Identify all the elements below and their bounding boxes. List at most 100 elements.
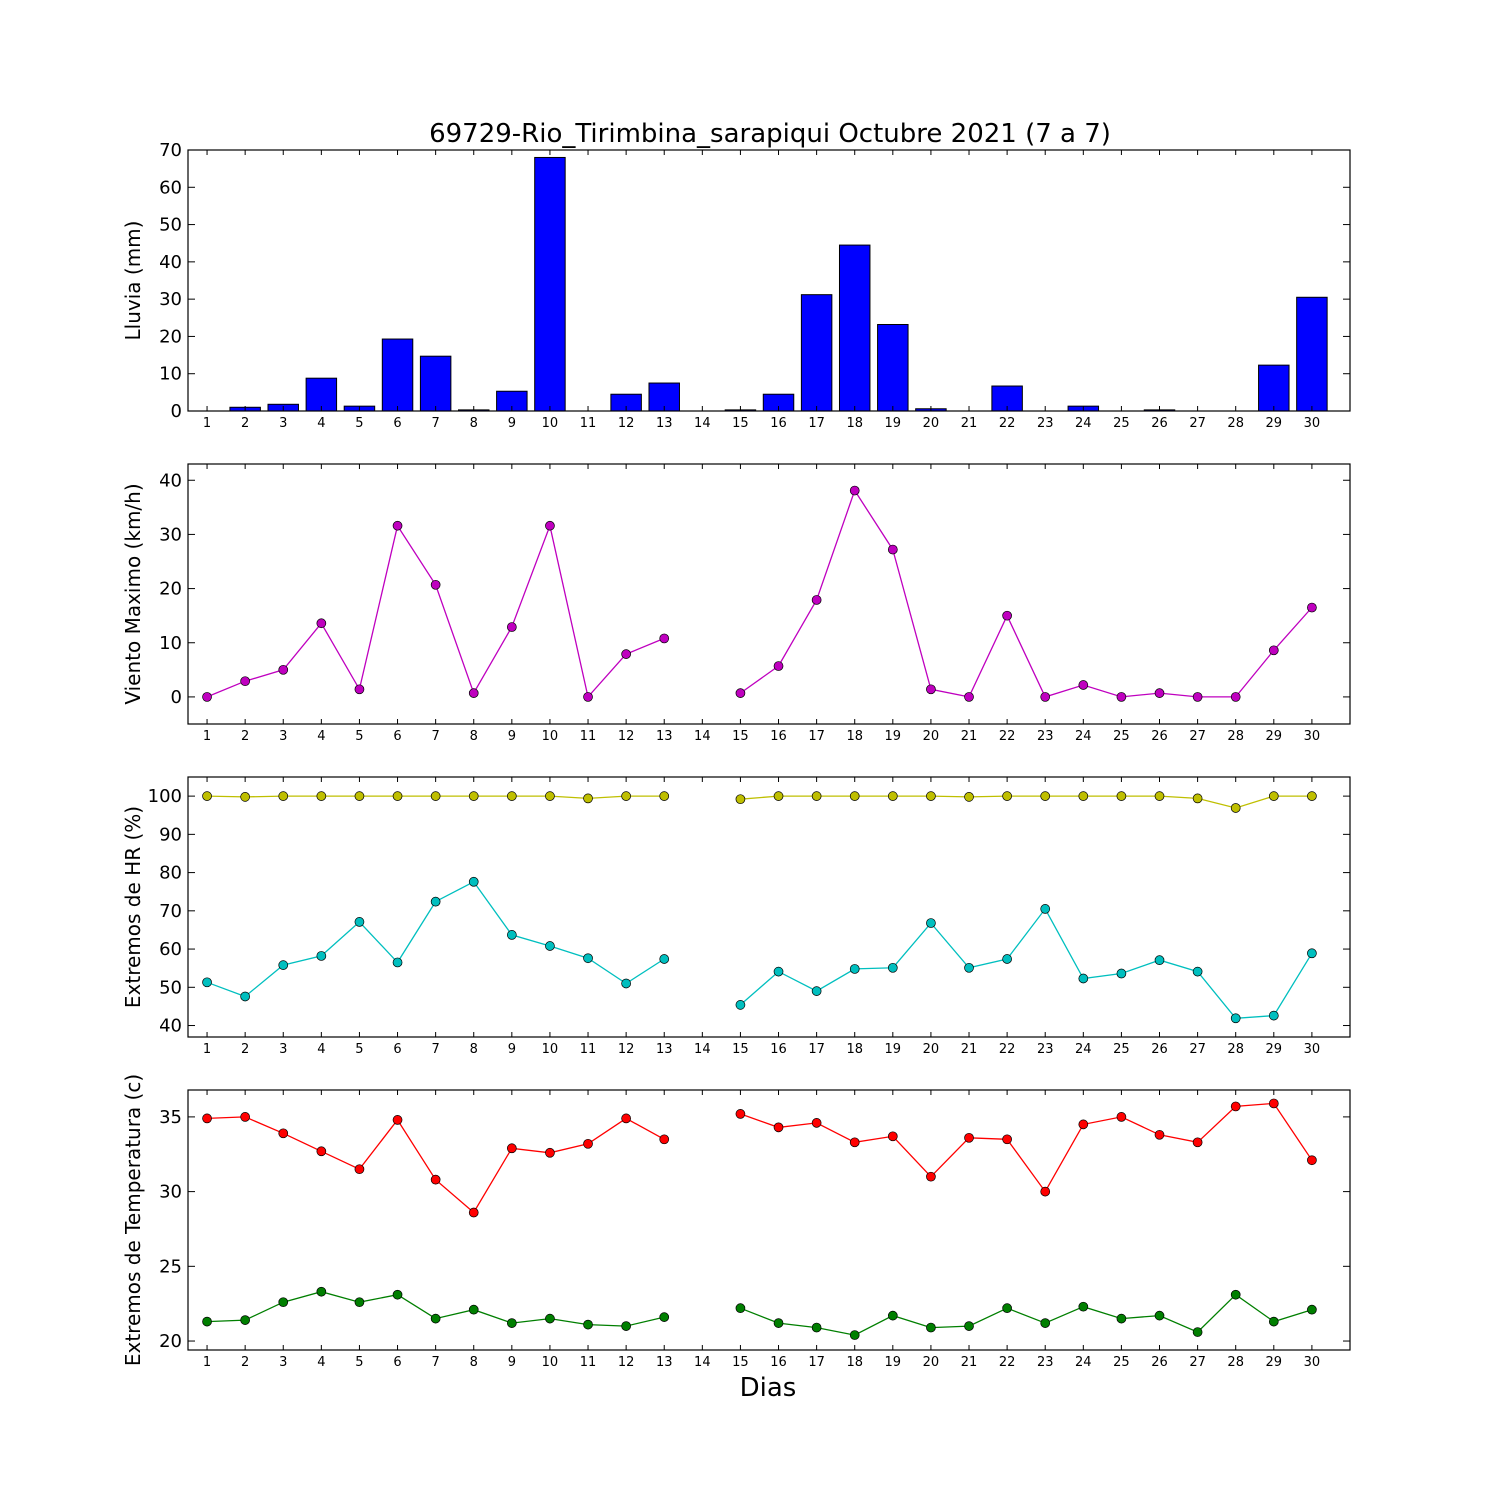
- series-1-point-day-19: [887, 544, 898, 555]
- x-tick-label: 3: [279, 1042, 287, 1057]
- x-tick-label: 20: [923, 1355, 940, 1370]
- y-tick-label: 90: [159, 824, 182, 845]
- x-tick-label: 12: [618, 1042, 635, 1057]
- series-1-point-day-3: [278, 664, 289, 675]
- series-1-point-day-15: [735, 794, 746, 805]
- series-2-point-day-8: [468, 876, 479, 887]
- series-2-point-day-21: [964, 962, 974, 973]
- series-2-point-day-1: [202, 977, 212, 988]
- x-tick-label: 8: [470, 729, 478, 744]
- series-1-point-day-13: [659, 633, 670, 644]
- x-tick-label: 9: [508, 1355, 516, 1370]
- series-1-point-day-21: [964, 792, 974, 802]
- series-1-point-day-2: [240, 792, 250, 802]
- x-tick-label: 16: [770, 729, 787, 744]
- series-1-point-day-17: [811, 595, 822, 605]
- x-tick-label: 8: [470, 1355, 478, 1370]
- series-1-point-day-4: [316, 791, 327, 801]
- y-tick-label: 10: [159, 633, 182, 654]
- x-tick-label: 4: [317, 416, 325, 431]
- x-tick-label: 26: [1151, 1042, 1168, 1057]
- y-tick-label: 30: [159, 524, 182, 545]
- series-1-point-day-15: [735, 1109, 746, 1119]
- x-tick-label: 24: [1075, 1042, 1092, 1057]
- series-2-point-day-28: [1230, 1289, 1241, 1300]
- series-2-point-day-7: [430, 1313, 441, 1324]
- x-tick-label: 11: [580, 729, 597, 744]
- series-1-point-day-29: [1268, 1098, 1279, 1109]
- series-1-point-day-26: [1154, 1129, 1165, 1140]
- y-tick-label: 0: [171, 687, 182, 708]
- series-2-point-day-5: [354, 917, 365, 927]
- x-tick-label: 27: [1189, 1042, 1206, 1057]
- x-tick-label: 13: [656, 1042, 673, 1057]
- y-tick-label: 60: [159, 939, 182, 960]
- figure-title: 69729-Rio_Tirimbina_sarapiqui Octubre 20…: [429, 119, 1111, 149]
- plot-frame: [187, 149, 1351, 412]
- x-tick-label: 1: [203, 416, 211, 431]
- x-tick-label: 9: [508, 729, 516, 744]
- x-tick-label: 3: [279, 416, 287, 431]
- x-tick-label: 13: [656, 416, 673, 431]
- x-tick-label: 5: [355, 416, 363, 431]
- x-tick-label: 18: [846, 1042, 863, 1057]
- x-tick-label: 19: [885, 1042, 902, 1057]
- x-tick-label: 3: [279, 729, 287, 744]
- series-2-point-day-15: [735, 1000, 746, 1010]
- series-1-point-day-27: [1192, 1137, 1203, 1148]
- series-2-point-day-11: [583, 1319, 593, 1330]
- x-tick-label: 4: [317, 729, 325, 744]
- series-2-point-day-3: [278, 960, 289, 970]
- x-tick-label: 10: [542, 729, 559, 744]
- x-tick-label: 14: [694, 729, 711, 744]
- series-2-point-day-17: [811, 1322, 822, 1333]
- series-2-point-day-16: [773, 966, 784, 977]
- series-1-point-day-9: [506, 791, 517, 801]
- x-tick-label: 25: [1113, 416, 1130, 431]
- bar-day-4: [305, 377, 338, 412]
- x-tick-label: 30: [1304, 1042, 1321, 1057]
- series-1-point-day-28: [1230, 803, 1241, 813]
- series-2-point-day-25: [1116, 968, 1127, 979]
- y-tick-label: 40: [159, 470, 182, 491]
- series-2-point-day-4: [316, 951, 327, 961]
- x-tick-label: 26: [1151, 1355, 1168, 1370]
- series-1-point-day-27: [1192, 793, 1203, 804]
- series-2-point-day-2: [240, 991, 250, 1002]
- bar-day-19: [877, 323, 909, 412]
- x-tick-label: 15: [732, 729, 749, 744]
- series-1-point-day-10: [545, 791, 555, 801]
- series-2-point-day-10: [545, 941, 555, 951]
- x-tick-label: 16: [770, 1355, 787, 1370]
- series-1-point-day-23: [1040, 692, 1051, 702]
- x-tick-label: 7: [431, 416, 439, 431]
- x-tick-label: 21: [961, 416, 978, 431]
- bar-day-29: [1258, 364, 1290, 412]
- x-axis-label: Dias: [740, 1373, 797, 1403]
- y-tick-label: 40: [159, 252, 182, 273]
- x-tick-label: 2: [241, 729, 249, 744]
- y-axis-label: Extremos de HR (%): [121, 806, 145, 1008]
- x-tick-label: 24: [1075, 729, 1092, 744]
- x-tick-label: 3: [279, 1355, 287, 1370]
- series-2-point-day-28: [1230, 1013, 1241, 1024]
- bar-day-18: [838, 244, 871, 412]
- series-2-point-day-9: [506, 1318, 517, 1328]
- series-2-point-day-23: [1040, 904, 1051, 914]
- plot-frame: [187, 1089, 1351, 1351]
- series-1-point-day-3: [278, 791, 289, 801]
- x-tick-label: 23: [1037, 416, 1054, 431]
- series-1-point-day-25: [1116, 791, 1127, 801]
- x-tick-label: 29: [1266, 729, 1283, 744]
- y-axis-label: Extremos de Temperatura (c): [121, 1074, 145, 1366]
- series-2-line: [740, 1293, 1313, 1336]
- x-tick-label: 21: [961, 729, 978, 744]
- series-1-point-day-30: [1307, 602, 1317, 613]
- x-tick-label: 22: [999, 1355, 1016, 1370]
- series-2-point-day-29: [1268, 1010, 1279, 1021]
- x-tick-label: 14: [694, 416, 711, 431]
- x-tick-label: 28: [1227, 416, 1244, 431]
